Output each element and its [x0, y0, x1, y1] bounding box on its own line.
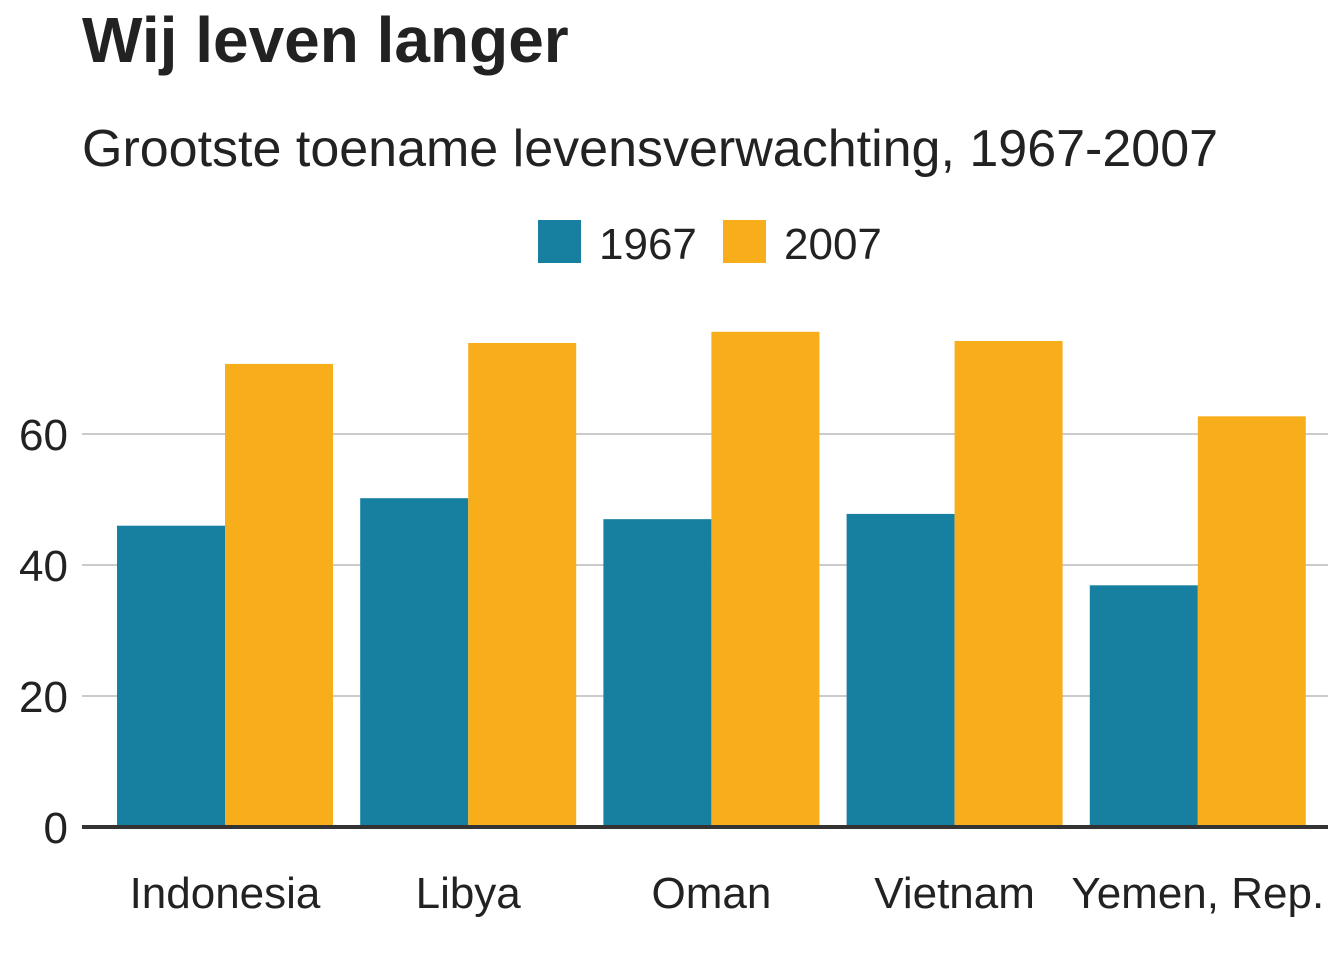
bar-vietnam-1967 — [846, 513, 955, 827]
x-tick-label-indonesia: Indonesia — [130, 869, 321, 918]
y-tick-label: 60 — [19, 411, 68, 460]
legend-label-2007: 2007 — [784, 220, 882, 269]
bars — [117, 331, 1306, 827]
x-tick-label-vietnam: Vietnam — [874, 869, 1035, 918]
y-tick-label: 20 — [19, 673, 68, 722]
x-tick-label-yemen-rep: Yemen, Rep. — [1071, 869, 1324, 918]
bar-indonesia-2007 — [225, 363, 333, 827]
bar-yemen-rep-2007 — [1197, 416, 1306, 827]
legend-swatch-1967 — [538, 220, 581, 263]
bar-libya-2007 — [468, 342, 577, 827]
chart-subtitle: Grootste toename levensverwachting, 1967… — [82, 120, 1219, 178]
legend: 1967 2007 — [538, 220, 882, 269]
y-tick-label: 0 — [44, 804, 68, 853]
bar-yemen-rep-1967 — [1089, 585, 1198, 827]
chart-title: Wij leven langer — [82, 4, 569, 76]
y-tick-label: 40 — [19, 542, 68, 591]
bar-libya-1967 — [360, 498, 469, 827]
bar-indonesia-1967 — [117, 525, 225, 827]
bar-oman-1967 — [603, 519, 712, 827]
bar-oman-2007 — [711, 331, 820, 827]
x-tick-label-libya: Libya — [416, 869, 522, 918]
x-axis-labels: Indonesia Libya Oman Vietnam Yemen, Rep. — [130, 869, 1325, 918]
y-axis-ticks: 0 20 40 60 — [19, 411, 68, 853]
bar-vietnam-2007 — [954, 340, 1063, 827]
x-tick-label-oman: Oman — [651, 869, 771, 918]
legend-swatch-2007 — [723, 220, 766, 263]
legend-label-1967: 1967 — [599, 220, 697, 269]
